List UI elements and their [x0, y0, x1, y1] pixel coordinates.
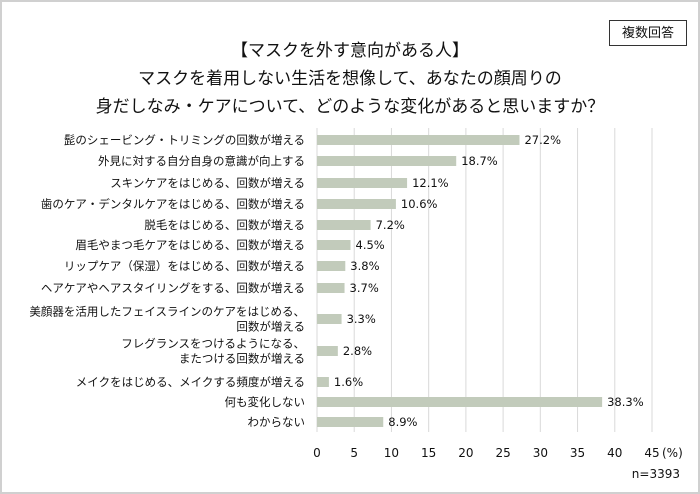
data-label: 10.6%	[401, 197, 438, 211]
category-label: 髭のシェービング・トリミングの回数が増える	[64, 133, 305, 147]
data-label: 3.3%	[347, 312, 376, 326]
data-label: 18.7%	[461, 154, 498, 168]
data-label: 38.3%	[607, 395, 644, 409]
bar	[317, 135, 520, 145]
category-label: フレグランスをつけるようになる、	[121, 337, 305, 351]
data-label: 1.6%	[334, 375, 363, 389]
data-label: 2.8%	[343, 344, 372, 358]
category-label: 歯のケア・デンタルケアをはじめる、回数が増える	[41, 197, 305, 211]
bar	[317, 417, 384, 427]
category-label: リップケア（保湿）をはじめる、回数が増える	[64, 259, 305, 273]
category-label: 眉毛やまつ毛ケアをはじめる、回数が増える	[75, 238, 305, 252]
chart-title-line-3: 身だしなみ・ケアについて、どのような変化があると思いますか？	[95, 97, 605, 117]
x-tick-label: 45	[644, 446, 659, 460]
x-tick-label: 40	[607, 446, 622, 460]
x-tick-label: 10	[384, 446, 399, 460]
x-axis-unit: (%)	[662, 446, 683, 460]
bar	[317, 199, 396, 209]
category-label: メイクをはじめる、メイクする頻度が増える	[76, 375, 305, 389]
x-tick-label: 0	[313, 446, 321, 460]
category-label: 回数が増える	[236, 320, 305, 334]
category-label: ヘアケアやヘアスタイリングをする、回数が増える	[41, 281, 305, 295]
chart-title-line-1: 【マスクを外す意向がある人】	[231, 41, 469, 61]
category-label: わからない	[248, 415, 306, 429]
data-label: 3.7%	[350, 281, 379, 295]
data-label: 8.9%	[388, 415, 417, 429]
x-tick-label: 20	[458, 446, 473, 460]
category-label: スキンケアをはじめる、回数が増える	[110, 176, 305, 190]
bar	[317, 314, 342, 324]
bar	[317, 397, 603, 407]
bar	[317, 261, 346, 271]
data-label: 4.5%	[356, 238, 385, 252]
category-label: 脱毛をはじめる、回数が増える	[144, 218, 305, 232]
x-tick-label: 30	[533, 446, 548, 460]
bar	[317, 240, 351, 250]
data-label: 7.2%	[376, 218, 405, 232]
bar	[317, 377, 329, 387]
sample-size-note: n=3393	[632, 467, 680, 481]
x-tick-label: 35	[570, 446, 585, 460]
x-tick-label: 5	[350, 446, 358, 460]
bar	[317, 178, 408, 188]
data-label: 27.2%	[524, 133, 561, 147]
x-tick-label: 15	[421, 446, 436, 460]
chart-title-line-2: マスクを着用しない生活を想像して、あなたの顔周りの	[138, 69, 562, 89]
x-tick-label: 25	[495, 446, 510, 460]
category-label: 何も変化しない	[225, 395, 306, 409]
multiple-answer-badge: 複数回答	[609, 20, 687, 46]
bar	[317, 346, 338, 356]
bar	[317, 220, 371, 230]
bar	[317, 156, 457, 166]
bar	[317, 283, 345, 293]
data-label: 12.1%	[412, 176, 449, 190]
category-label: 美顔器を活用したフェイスラインのケアをはじめる、	[29, 305, 305, 319]
category-label: またつける回数が増える	[179, 352, 305, 366]
data-label: 3.8%	[350, 259, 379, 273]
category-label: 外見に対する自分自身の意識が向上する	[98, 154, 305, 168]
